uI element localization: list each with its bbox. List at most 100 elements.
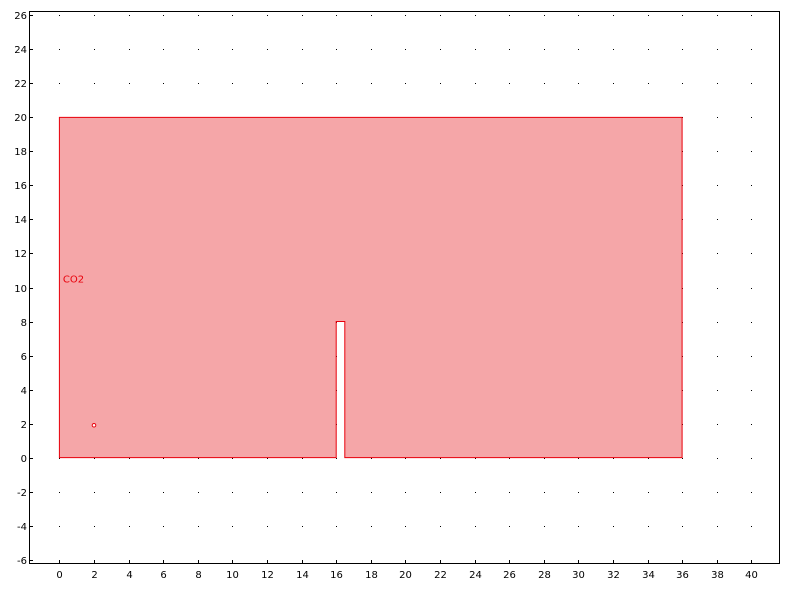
grid-dot (509, 49, 510, 50)
grid-dot (302, 83, 303, 84)
grid-dot (544, 15, 545, 16)
grid-dot (717, 151, 718, 152)
grid-dot (371, 458, 372, 459)
x-tick-label: 24 (469, 570, 482, 581)
grid-dot (475, 526, 476, 527)
geometry-point-marker[interactable] (91, 422, 97, 428)
x-tick-label: 0 (56, 570, 62, 581)
geometry-layer: CO2 (58, 116, 683, 459)
y-tick-label: 2 (21, 420, 27, 431)
grid-dot (232, 492, 233, 493)
grid-dot (440, 15, 441, 16)
grid-dot (405, 492, 406, 493)
grid-dot (198, 458, 199, 459)
grid-dot (751, 356, 752, 357)
grid-dot (751, 49, 752, 50)
grid-dot (405, 458, 406, 459)
grid-dot (129, 15, 130, 16)
grid-dot (717, 15, 718, 16)
grid-dot (94, 526, 95, 527)
grid-dot (129, 492, 130, 493)
grid-dot (544, 49, 545, 50)
grid-dot (336, 83, 337, 84)
grid-dot (475, 83, 476, 84)
grid-dot (544, 492, 545, 493)
grid-dot (232, 526, 233, 527)
grid-dot (232, 15, 233, 16)
grid-dot (475, 15, 476, 16)
grid-dot (59, 49, 60, 50)
grid-dot (578, 458, 579, 459)
grid-dot (405, 83, 406, 84)
y-tick-label: -6 (17, 556, 27, 567)
grid-dot (578, 526, 579, 527)
grid-dot (578, 49, 579, 50)
grid-dot (267, 49, 268, 50)
grid-dot (198, 49, 199, 50)
grid-dot (648, 15, 649, 16)
x-axis-ticks: 0 2 4 6 8 10 12 14 16 18 20 22 24 26 28 30 32 34 36 38 40 (56, 560, 758, 581)
grid-dot (717, 185, 718, 186)
y-tick-label: 20 (14, 113, 27, 124)
grid-dot (717, 458, 718, 459)
grid-dot (302, 458, 303, 459)
x-tick-label: 26 (503, 570, 516, 581)
grid-dot (59, 492, 60, 493)
grid-dot (59, 526, 60, 527)
y-tick-label: 22 (14, 79, 27, 90)
grid-dot (302, 49, 303, 50)
grid-dot (751, 219, 752, 220)
grid-dot (267, 83, 268, 84)
grid-dot (751, 424, 752, 425)
grid-dot (267, 458, 268, 459)
grid-dot (613, 458, 614, 459)
grid-dot (129, 458, 130, 459)
grid-dot (440, 458, 441, 459)
y-tick-label: 8 (21, 318, 27, 329)
grid-dot (59, 458, 60, 459)
grid-dot (336, 526, 337, 527)
grid-dot (613, 15, 614, 16)
grid-dot (717, 83, 718, 84)
grid-dot (613, 83, 614, 84)
grid-dot (302, 526, 303, 527)
grid-dot (94, 492, 95, 493)
x-tick-label: 34 (642, 570, 655, 581)
x-tick-label: 8 (195, 570, 201, 581)
grid-dot (475, 458, 476, 459)
grid-dot (302, 15, 303, 16)
y-tick-label: 24 (14, 45, 27, 56)
geometry-polygon[interactable] (58, 116, 683, 459)
grid-dot (163, 83, 164, 84)
grid-dot (717, 492, 718, 493)
grid-dot (509, 526, 510, 527)
x-tick-label: 22 (434, 570, 447, 581)
grid-dot (336, 15, 337, 16)
x-tick-label: 28 (538, 570, 551, 581)
grid-dot (717, 390, 718, 391)
grid-dot (751, 185, 752, 186)
grid-dot (578, 492, 579, 493)
grid-dot (717, 117, 718, 118)
grid-dot (613, 49, 614, 50)
grid-dot (59, 83, 60, 84)
grid-dot (682, 458, 683, 459)
grid-dot (717, 526, 718, 527)
grid-dot (578, 83, 579, 84)
grid-dot (371, 492, 372, 493)
grid-dot (405, 15, 406, 16)
grid-dot (267, 15, 268, 16)
y-tick-label: -2 (17, 488, 27, 499)
grid-dot (751, 390, 752, 391)
grid-dot (94, 458, 95, 459)
y-tick-label: -4 (17, 522, 27, 533)
y-tick-label: 0 (21, 454, 27, 465)
x-tick-label: 18 (365, 570, 378, 581)
grid-dot (751, 151, 752, 152)
y-tick-label: 10 (14, 284, 27, 295)
grid-dot (302, 492, 303, 493)
grid-dot (59, 15, 60, 16)
grid-dot (578, 15, 579, 16)
grid-dot (336, 458, 337, 459)
